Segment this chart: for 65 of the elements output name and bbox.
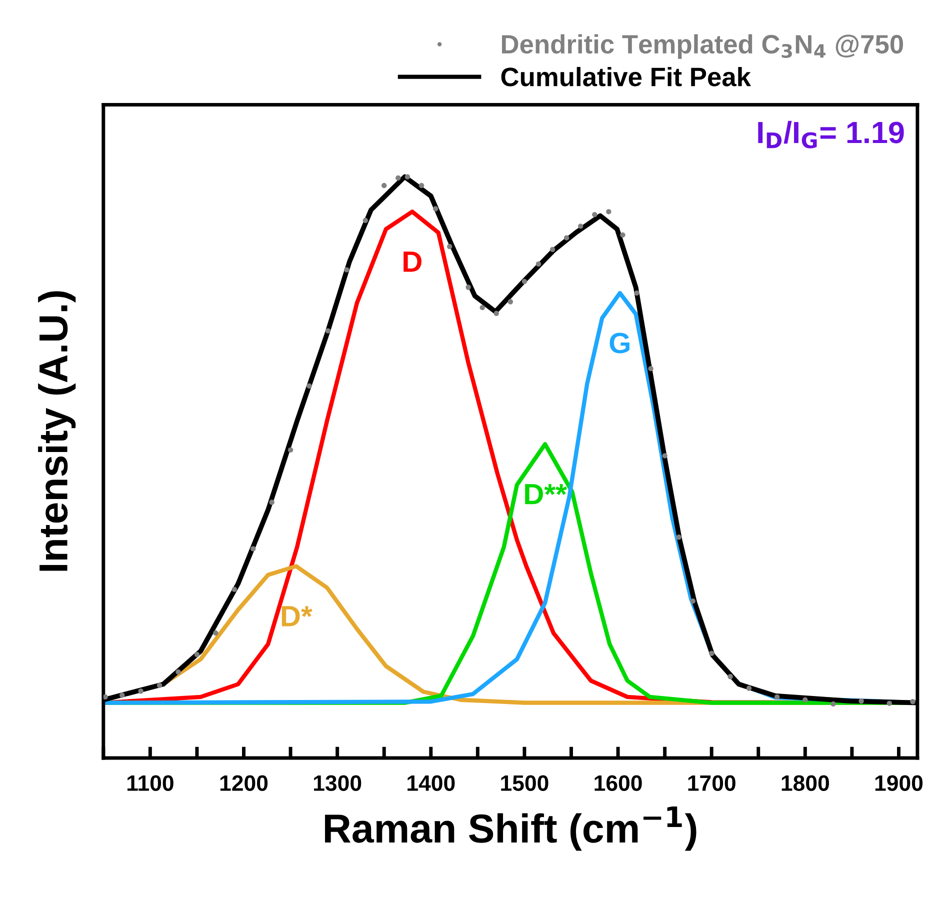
series-label: G <box>610 332 630 354</box>
point <box>432 206 438 212</box>
point <box>306 383 312 389</box>
point <box>120 692 125 698</box>
point <box>156 682 162 688</box>
point <box>634 290 640 296</box>
x-tick-label: 1100 <box>127 775 174 791</box>
point <box>269 500 274 505</box>
x-tick-label: 1400 <box>408 775 455 791</box>
point <box>213 630 218 636</box>
point <box>550 246 556 252</box>
series-label: D <box>404 252 422 272</box>
x-tick-label: 1200 <box>220 775 268 791</box>
x-axis-title: Raman Shift (cm$^{−1}$) <box>325 806 696 851</box>
point <box>325 328 331 334</box>
point <box>250 546 256 552</box>
point <box>620 232 626 238</box>
point <box>690 598 696 604</box>
point <box>382 182 387 188</box>
x-tick-label: 1900 <box>875 775 923 791</box>
point <box>578 224 584 229</box>
series-label: D* <box>282 606 312 626</box>
point <box>176 669 181 675</box>
point <box>103 694 108 700</box>
point <box>232 586 237 592</box>
point <box>396 175 401 181</box>
point <box>447 244 452 250</box>
x-tick-label: 1700 <box>688 775 736 791</box>
point <box>830 701 836 707</box>
point <box>480 304 485 310</box>
point <box>592 212 598 218</box>
point <box>564 235 570 240</box>
point <box>138 688 144 694</box>
point <box>728 674 733 680</box>
x-tick-label: 1600 <box>594 775 642 791</box>
point <box>404 174 410 180</box>
x-tick-label: 1500 <box>501 775 548 791</box>
point <box>288 447 294 453</box>
point <box>708 650 714 656</box>
x-tick-label: 1800 <box>782 775 829 791</box>
legend-label: Dendritic Templated C$_{3}$N$_{4}$ @750 <box>502 34 904 59</box>
point <box>508 299 514 304</box>
point <box>522 278 528 284</box>
point <box>910 699 916 704</box>
point <box>494 310 499 316</box>
y-axis-title: Intensity (A.U.) <box>38 291 76 571</box>
point <box>648 366 654 372</box>
point <box>886 700 892 706</box>
legend-label: Cumulative Fit Peak <box>501 66 752 86</box>
text: I$_{D}$/I$_{G}$= 1.19 <box>758 120 904 148</box>
x-tick-label: 1300 <box>314 775 362 791</box>
point <box>606 209 612 214</box>
point <box>466 284 471 290</box>
point <box>774 694 780 700</box>
point <box>662 453 668 458</box>
point <box>858 698 864 704</box>
point <box>418 182 424 188</box>
point <box>194 652 200 658</box>
point <box>676 534 682 540</box>
series-label: D** <box>525 484 567 504</box>
point <box>362 218 368 223</box>
point <box>746 686 752 691</box>
point <box>802 697 808 702</box>
point <box>536 261 542 267</box>
point <box>344 267 350 272</box>
